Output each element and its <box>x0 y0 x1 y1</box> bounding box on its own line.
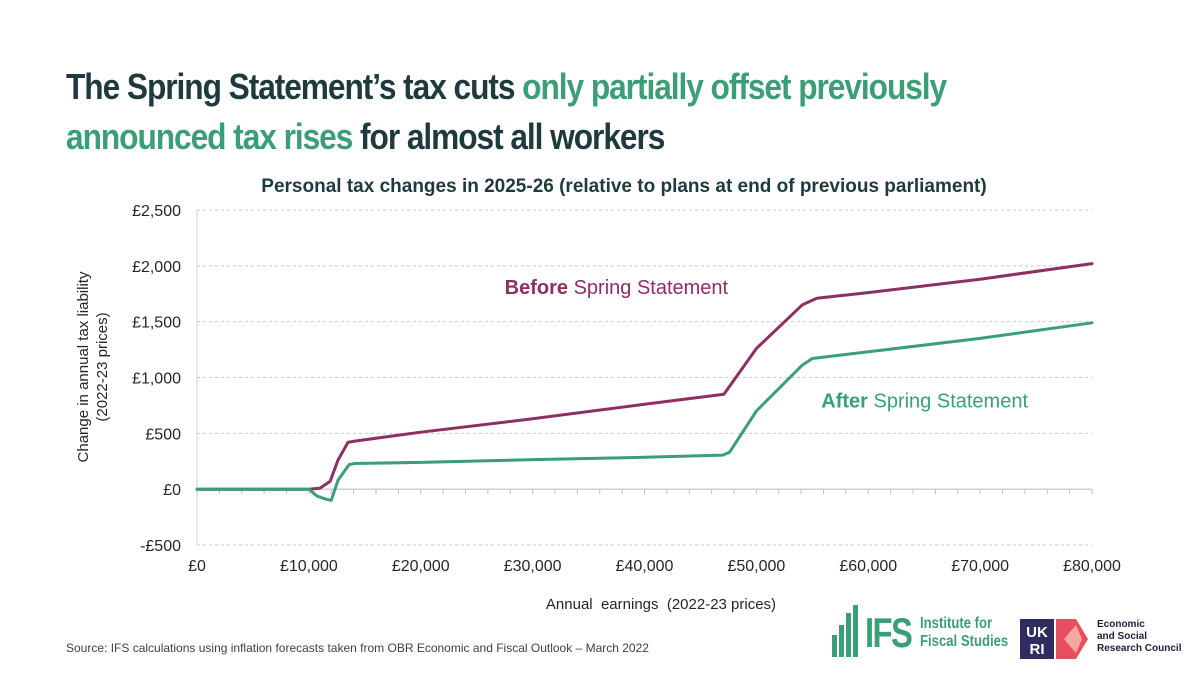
x-tick-label: £10,000 <box>280 558 338 575</box>
esrc-name-line-3: Research Council <box>1097 643 1182 654</box>
x-tick-label: £50,000 <box>727 558 785 575</box>
ifs-bars-icon <box>832 605 862 657</box>
esrc-name-line-2: and Social <box>1097 631 1148 642</box>
headline-part-3: for almost all workers <box>352 116 665 157</box>
x-tick-label: £20,000 <box>392 558 450 575</box>
series-label-rest: Spring Statement <box>568 277 729 299</box>
x-tick-label: £60,000 <box>839 558 897 575</box>
ifs-logo: IFS Institute for Fiscal Studies <box>832 605 1008 660</box>
x-tick-label: £0 <box>188 558 206 575</box>
x-axis-label: Annual earnings (2022-23 prices) <box>546 596 776 613</box>
gridlines <box>197 209 1092 546</box>
ifs-name: Institute for Fiscal Studies <box>920 615 1008 651</box>
esrc-name: Economic and Social Research Council <box>1097 619 1181 655</box>
series-line-before <box>195 262 1094 491</box>
headline: The Spring Statement’s tax cuts only par… <box>66 62 1043 162</box>
y-tick-label: -£500 <box>140 538 181 555</box>
ukri-logo-icon: UK RI <box>1020 619 1088 659</box>
series-label-bold: After <box>821 391 868 413</box>
y-tick-label: £0 <box>163 482 181 499</box>
y-tick-label: £1,500 <box>132 315 181 332</box>
esrc-name-line-1: Economic <box>1097 619 1145 630</box>
svg-text:RI: RI <box>1030 641 1045 658</box>
x-tick-label: £80,000 <box>1063 558 1121 575</box>
ifs-name-line-2: Fiscal Studies <box>920 633 1009 650</box>
series-label-bold: Before <box>505 277 568 299</box>
source-note: Source: IFS calculations using inflation… <box>66 641 649 655</box>
y-tick-label: £2,000 <box>132 259 181 276</box>
x-tick-label: £30,000 <box>504 558 562 575</box>
ifs-name-line-1: Institute for <box>920 615 993 632</box>
y-axis-label-line-2: (2022-23 prices) <box>94 312 111 421</box>
x-tick-label: £70,000 <box>951 558 1009 575</box>
y-tick-label: £1,000 <box>132 371 181 388</box>
series-line-after <box>195 321 1094 502</box>
chart-title: Personal tax changes in 2025-26 (relativ… <box>261 176 986 197</box>
y-axis-ticks: -£500 £0 £500 £1,000 £1,500 £2,000 £2,500 <box>132 203 181 555</box>
y-tick-label: £2,500 <box>132 203 181 220</box>
ifs-wordmark: IFS <box>865 609 913 656</box>
x-axis-ticks: £0 £10,000 £20,000 £30,000 £40,000 £50,000 £60… <box>188 558 1121 575</box>
ukri-esrc-logo: UK RI Economic and Social Research Counc… <box>1020 619 1195 664</box>
headline-highlight: only partially offset previously announc… <box>66 66 947 157</box>
headline-part-1: The Spring Statement’s tax cuts <box>66 66 523 107</box>
series-label-after: After Spring Statement <box>821 391 1028 413</box>
series-label-before: Before Spring Statement <box>505 277 729 299</box>
series-lines <box>195 262 1094 502</box>
y-tick-label: £500 <box>145 426 181 443</box>
y-axis-label-line-1: Change in annual tax liability <box>75 271 92 462</box>
series-label-rest: Spring Statement <box>868 391 1029 413</box>
svg-text:UK: UK <box>1026 624 1048 641</box>
x-tick-label: £40,000 <box>616 558 674 575</box>
